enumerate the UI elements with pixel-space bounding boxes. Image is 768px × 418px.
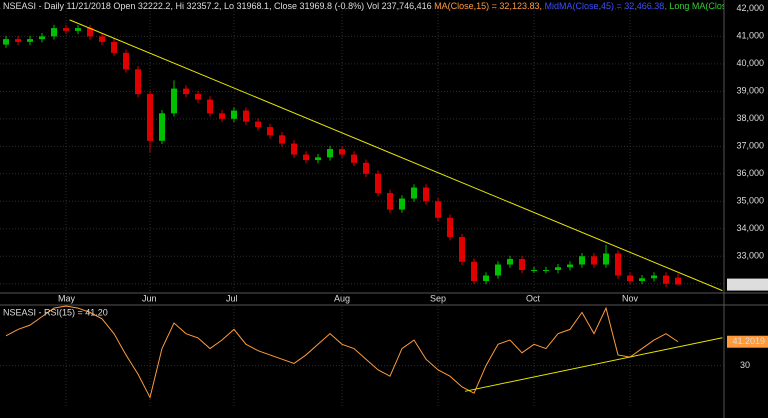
- candle-body: [579, 256, 585, 265]
- candle-body: [147, 94, 153, 141]
- candle-body: [303, 154, 309, 161]
- y-tick-label: 37,000: [736, 141, 764, 151]
- x-tick-label: Nov: [622, 293, 639, 303]
- candle-body: [615, 253, 621, 276]
- candle-body: [411, 187, 417, 199]
- last-price-box: [727, 278, 768, 291]
- candle-body: [627, 275, 633, 282]
- candle-body: [183, 88, 189, 95]
- candle-body: [447, 217, 453, 238]
- candle-body: [207, 99, 213, 114]
- candle-body: [159, 113, 165, 141]
- candle-body: [75, 28, 81, 31]
- candle-body: [195, 94, 201, 100]
- candle-body: [567, 264, 573, 268]
- candle-body: [363, 162, 369, 174]
- candle-body: [111, 41, 117, 53]
- candle-body: [495, 264, 501, 276]
- candle-body: [15, 39, 21, 42]
- indicator-label: MA(Close,15) = 32,123.83,: [434, 1, 542, 11]
- y-tick-label: 36,000: [736, 168, 764, 178]
- rsi-title: NSEASI - RSI(15) = 41.20: [3, 307, 108, 317]
- y-tick-label: 38,000: [736, 113, 764, 123]
- last-price-label: 31,969.8: [730, 279, 765, 289]
- candle-body: [471, 261, 477, 282]
- candle-body: [675, 277, 681, 285]
- rsi-last-label: 41.2019: [732, 336, 765, 346]
- y-tick-label: 35,000: [736, 196, 764, 206]
- y-tick-label: 34,000: [736, 223, 764, 233]
- candle-body: [351, 154, 357, 163]
- candle-body: [135, 69, 141, 95]
- x-tick-label: Oct: [526, 293, 541, 303]
- candle-body: [543, 270, 549, 272]
- y-tick-label: 33,000: [736, 251, 764, 261]
- candle-body: [519, 259, 525, 271]
- candle-body: [459, 237, 465, 262]
- trendline: [464, 337, 723, 392]
- y-tick-label: 42,000: [736, 3, 764, 13]
- candle-body: [63, 28, 69, 31]
- candle-body: [531, 270, 537, 272]
- candle-body: [315, 157, 321, 161]
- y-tick-label: 41,000: [736, 31, 764, 41]
- candle-body: [279, 135, 285, 144]
- candle-body: [399, 198, 405, 210]
- candle-body: [555, 267, 561, 271]
- candle-body: [423, 187, 429, 202]
- x-tick-label: May: [58, 293, 76, 303]
- rsi-line: [5, 305, 679, 399]
- y-tick-label: 30: [740, 360, 750, 370]
- candle-body: [51, 28, 57, 37]
- candle-body: [651, 275, 657, 279]
- candle-body: [591, 256, 597, 265]
- candle-body: [87, 28, 93, 37]
- chart-header: NSEASI - Daily 11/21/2018 Open 32222.2, …: [3, 1, 768, 11]
- indicator-label: MidMA(Close,45) = 32,466.38,: [544, 1, 666, 11]
- candle-body: [483, 275, 489, 282]
- candle-body: [375, 173, 381, 194]
- y-tick-label: 40,000: [736, 58, 764, 68]
- indicator-label: Long MA(Close,100) = 34,3: [669, 1, 768, 11]
- rsi-last-box: [727, 335, 768, 348]
- candle-body: [27, 39, 33, 42]
- candle-body: [603, 253, 609, 265]
- candle-body: [267, 127, 273, 136]
- candle-body: [387, 193, 393, 210]
- candle-body: [339, 149, 345, 155]
- candle-body: [123, 52, 129, 70]
- candle-body: [327, 149, 333, 158]
- candle-body: [231, 110, 237, 119]
- candle-body: [171, 88, 177, 114]
- candle-body: [507, 259, 513, 265]
- candle-body: [219, 113, 225, 119]
- candle-body: [639, 278, 645, 282]
- x-tick-label: Jun: [142, 293, 157, 303]
- x-tick-label: Jul: [226, 293, 238, 303]
- candle-body: [39, 36, 45, 40]
- candle-body: [255, 121, 261, 128]
- candle-body: [435, 201, 441, 218]
- chart-title: NSEASI - Daily 11/21/2018 Open 32222.2, …: [3, 1, 432, 11]
- candle-body: [291, 143, 297, 155]
- x-tick-label: Sep: [430, 293, 446, 303]
- candle-body: [3, 39, 9, 45]
- candle-body: [99, 36, 105, 42]
- trendline: [69, 19, 723, 292]
- y-tick-label: 39,000: [736, 86, 764, 96]
- candle-body: [663, 275, 669, 284]
- x-tick-label: Aug: [334, 293, 350, 303]
- candle-body: [243, 110, 249, 122]
